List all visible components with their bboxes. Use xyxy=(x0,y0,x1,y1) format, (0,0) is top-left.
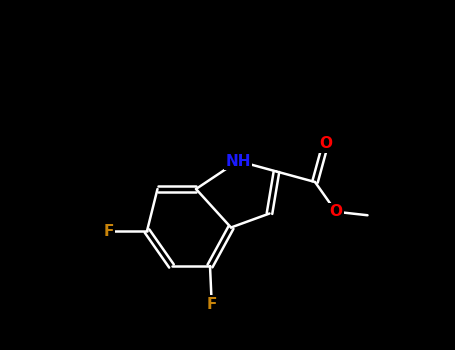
Text: F: F xyxy=(207,297,217,312)
Text: NH: NH xyxy=(225,154,251,168)
Text: O: O xyxy=(329,204,343,219)
Text: F: F xyxy=(103,224,114,238)
Text: O: O xyxy=(319,136,332,151)
